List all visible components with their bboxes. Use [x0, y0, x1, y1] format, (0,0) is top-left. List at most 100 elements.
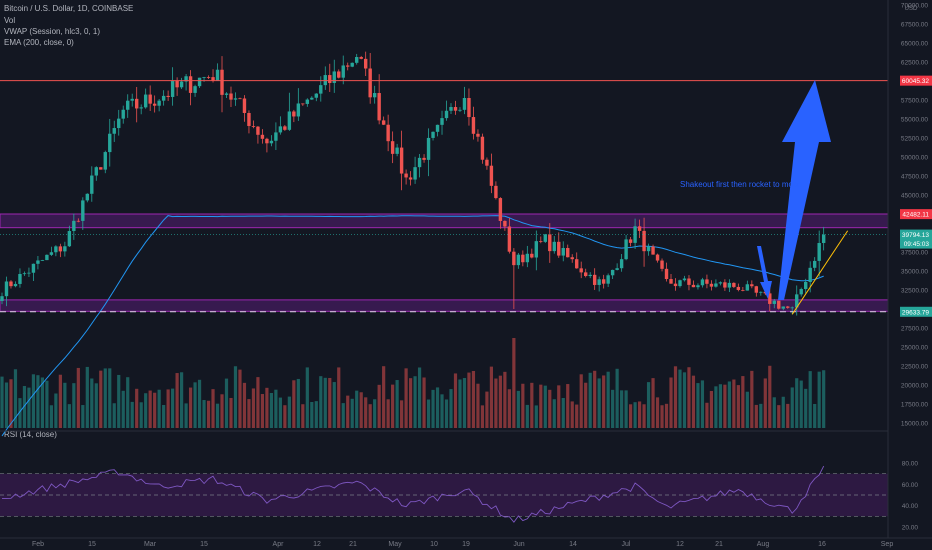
candle-body[interactable] [750, 284, 754, 287]
candle-body[interactable] [211, 77, 215, 81]
candle-body[interactable] [781, 306, 785, 309]
candle-body[interactable] [27, 272, 31, 274]
zone-rect-1[interactable] [0, 299, 889, 312]
candle-body[interactable] [539, 241, 543, 242]
candle-body[interactable] [372, 93, 377, 98]
ema-200-line[interactable] [1, 215, 824, 437]
candle-body[interactable] [727, 282, 732, 288]
candle-body[interactable] [503, 220, 507, 227]
candle-body[interactable] [341, 65, 345, 78]
price-tag-lower_line[interactable]: 29633.79 [902, 309, 929, 316]
indicator-label-ema[interactable]: EMA (200, close, 0) [4, 38, 74, 47]
candle-body[interactable] [408, 177, 413, 180]
candle-body[interactable] [543, 234, 547, 242]
candle-body[interactable] [417, 157, 422, 168]
candle-body[interactable] [413, 167, 417, 180]
candle-body[interactable] [36, 260, 40, 264]
candle-body[interactable] [328, 75, 332, 83]
candle-body[interactable] [453, 107, 458, 111]
candle-body[interactable] [700, 279, 705, 286]
candle-body[interactable] [754, 286, 759, 293]
candle-body[interactable] [283, 126, 287, 130]
candle-body[interactable] [759, 291, 763, 293]
candle-body[interactable] [260, 134, 265, 139]
candle-body[interactable] [81, 200, 85, 221]
candle-body[interactable] [112, 128, 116, 134]
candle-body[interactable] [90, 175, 94, 194]
candle-body[interactable] [130, 98, 134, 101]
candle-body[interactable] [449, 107, 453, 111]
candle-body[interactable] [606, 275, 610, 284]
candle-body[interactable] [678, 280, 682, 287]
candle-body[interactable] [494, 185, 498, 199]
candle-body[interactable] [242, 98, 247, 113]
candle-body[interactable] [377, 93, 381, 121]
candle-body[interactable] [310, 97, 314, 100]
candle-body[interactable] [601, 279, 606, 284]
candle-body[interactable] [274, 132, 278, 141]
candle-body[interactable] [512, 251, 516, 266]
candle-body[interactable] [139, 107, 143, 109]
candle-body[interactable] [687, 278, 691, 285]
candle-body[interactable] [485, 159, 489, 166]
candle-body[interactable] [570, 257, 574, 260]
candle-body[interactable] [179, 81, 184, 88]
candle-body[interactable] [732, 282, 736, 287]
candle-body[interactable] [530, 253, 534, 258]
candle-body[interactable] [161, 95, 166, 101]
candle-body[interactable] [682, 278, 687, 281]
candle-body[interactable] [404, 173, 408, 178]
candle-body[interactable] [117, 118, 121, 129]
candle-body[interactable] [431, 131, 435, 138]
candle-body[interactable] [399, 147, 404, 174]
candle-body[interactable] [566, 248, 570, 258]
candle-body[interactable] [238, 98, 242, 100]
candle-body[interactable] [480, 136, 485, 160]
candle-body[interactable] [462, 97, 467, 110]
candle-body[interactable] [498, 198, 503, 221]
candle-body[interactable] [579, 268, 583, 273]
candle-body[interactable] [269, 140, 274, 144]
candle-body[interactable] [31, 263, 36, 273]
indicator-label-vol[interactable]: Vol [4, 16, 16, 25]
candle-body[interactable] [363, 58, 368, 69]
candle-body[interactable] [637, 226, 642, 231]
candle-body[interactable] [197, 77, 202, 87]
candle-body[interactable] [72, 220, 76, 232]
candle-body[interactable] [166, 95, 170, 97]
indicator-label-vwap[interactable]: VWAP (Session, hlc3, 0, 1) [4, 27, 101, 36]
candle-body[interactable] [368, 68, 372, 98]
candle-body[interactable] [709, 283, 714, 287]
candle-body[interactable] [471, 117, 476, 134]
candle-body[interactable] [821, 234, 826, 244]
candle-body[interactable] [390, 141, 395, 154]
candle-body[interactable] [440, 118, 444, 125]
candle-body[interactable] [22, 273, 27, 275]
candle-body[interactable] [54, 246, 58, 253]
annotation-text[interactable]: Shakeout first then rocket to moon [680, 180, 802, 189]
candle-body[interactable] [49, 252, 54, 255]
candle-body[interactable] [669, 279, 673, 284]
down-arrow-shape[interactable] [757, 246, 772, 299]
candle-body[interactable] [0, 296, 4, 301]
candle-body[interactable] [615, 268, 619, 270]
candle-body[interactable] [628, 239, 633, 243]
candle-body[interactable] [435, 124, 440, 132]
candle-body[interactable] [332, 71, 336, 83]
candle-body[interactable] [723, 282, 727, 288]
candle-body[interactable] [148, 94, 152, 104]
candle-body[interactable] [319, 85, 323, 94]
candle-body[interactable] [422, 157, 426, 160]
candle-body[interactable] [624, 239, 628, 260]
candle-body[interactable] [256, 126, 260, 135]
candle-body[interactable] [610, 269, 615, 276]
candle-body[interactable] [143, 94, 148, 108]
candle-body[interactable] [660, 260, 664, 269]
candle-body[interactable] [395, 147, 399, 154]
candle-body[interactable] [592, 274, 597, 285]
candle-body[interactable] [224, 93, 229, 95]
candle-body[interactable] [126, 100, 130, 110]
candle-body[interactable] [220, 69, 224, 95]
candle-body[interactable] [337, 71, 341, 78]
